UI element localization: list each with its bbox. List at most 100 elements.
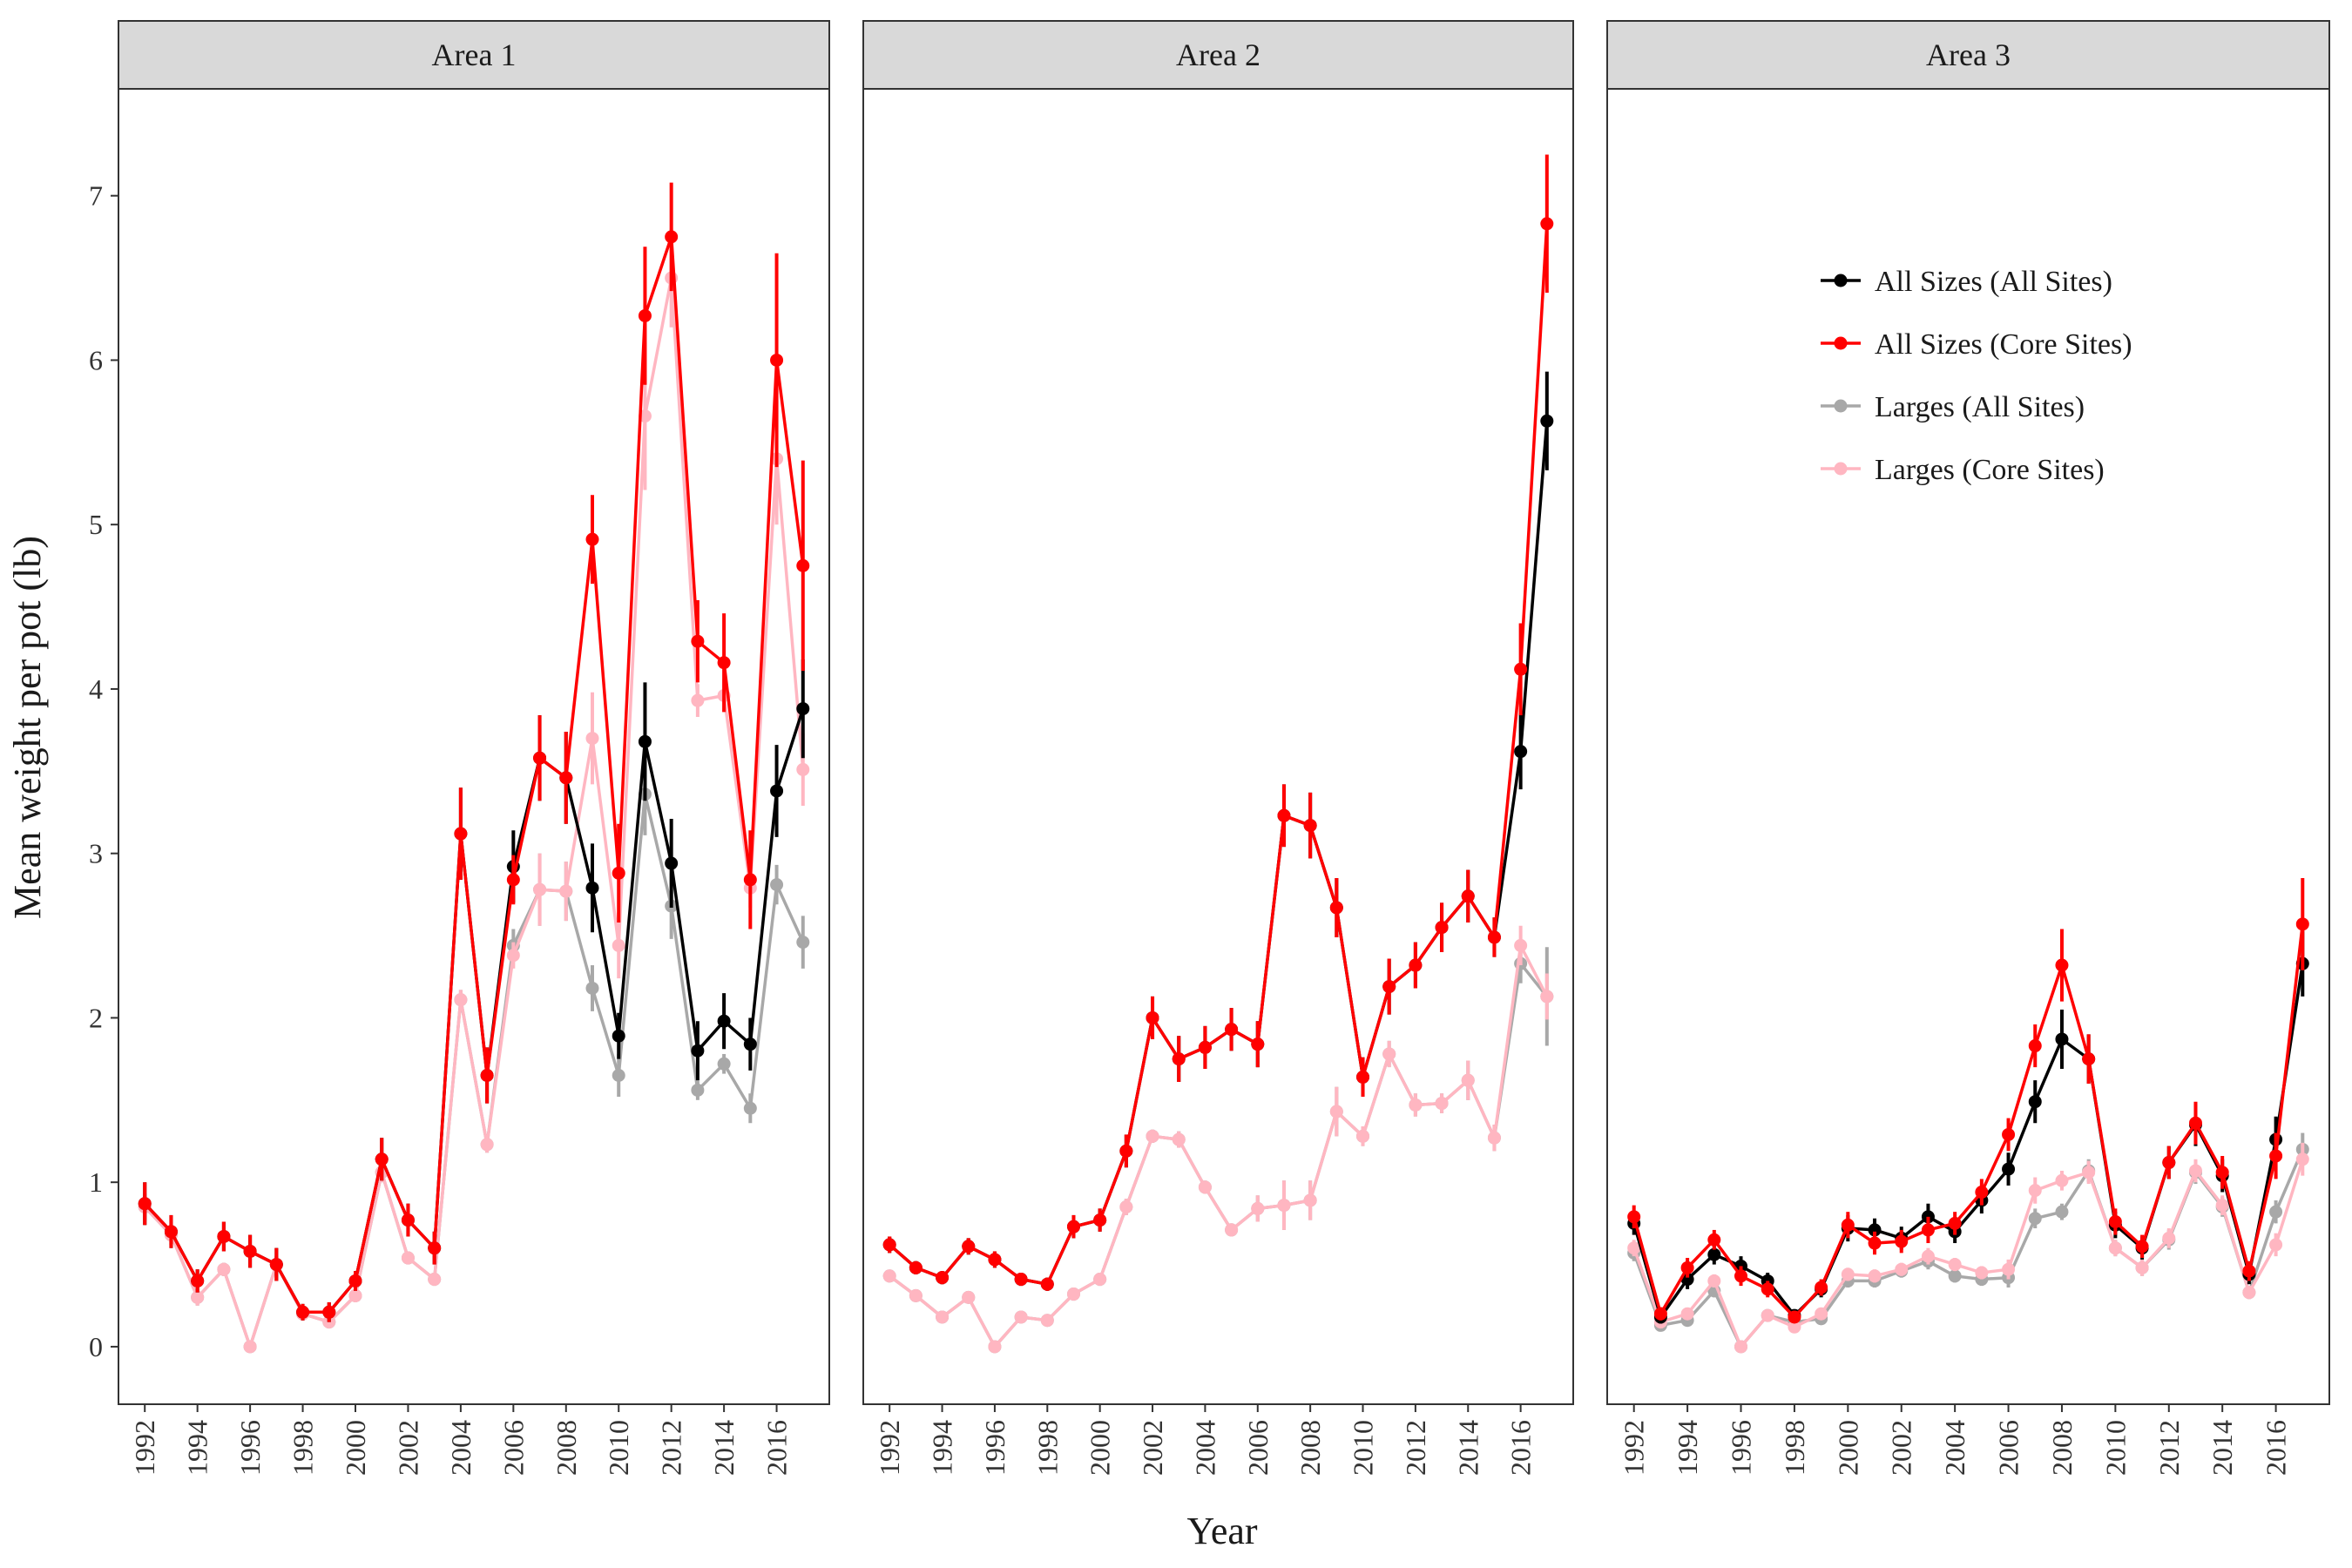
x-tick-label: 2002 [1137,1420,1168,1476]
data-point [1788,1320,1801,1334]
data-point [2188,1116,2202,1130]
data-point [691,1083,705,1097]
plot-area [863,89,1573,1404]
x-tick-label: 1994 [182,1420,213,1476]
data-point [585,732,599,746]
series-all-sizes-core-sites [138,182,810,1322]
x-tick-label: 2012 [2153,1420,2185,1476]
data-point [533,882,547,896]
data-point [1540,990,1554,1004]
plot-area [118,89,829,1404]
data-point [1303,819,1317,833]
data-point [2242,1264,2256,1278]
panel-1: Area 1 0 1 2 3 4 5 6 7 1992 1994 1996 1998 2000 2002 20… [89,20,830,1476]
data-point [2162,1156,2176,1170]
data-point [2295,917,2309,931]
data-point [638,734,652,748]
y-tick-label: 2 [89,1002,103,1033]
series-all-sizes-core-sites [882,154,1554,1291]
data-point [2215,1166,2229,1179]
panel-border [1606,88,2330,1405]
data-point [2028,1039,2042,1053]
panel-strip [118,20,830,90]
data-point [1815,1281,1828,1294]
data-point [2135,1260,2149,1274]
x-tick-label: 2006 [1242,1420,1274,1476]
data-point [2269,1238,2283,1252]
x-tick-label: 2010 [1348,1420,1379,1476]
data-point [1435,1097,1449,1111]
data-point [1251,1201,1265,1215]
data-point [454,827,468,841]
data-point [1948,1258,1962,1272]
data-point [796,702,810,716]
data-point [2002,1162,2016,1176]
data-point [1540,217,1554,231]
y-tick-label: 5 [89,509,103,540]
x-tick-label: 2002 [392,1420,423,1476]
data-point [1040,1277,1054,1291]
data-point [348,1274,362,1288]
data-point [533,751,547,765]
data-point [1921,1249,1935,1263]
data-point [454,993,468,1007]
x-tick-label: 2014 [1452,1420,1484,1476]
data-point [717,1057,731,1071]
data-point [1409,958,1423,972]
data-point [1014,1273,1028,1287]
data-point [2082,1166,2096,1179]
data-point [1014,1310,1028,1324]
data-point [585,881,599,895]
data-point [1093,1273,1107,1287]
data-point [217,1229,231,1243]
data-point [1948,1269,1962,1283]
data-point [1066,1288,1080,1301]
data-point [2055,1205,2069,1219]
data-point [2002,1127,2016,1141]
data-point [909,1260,923,1274]
data-point [1277,808,1291,822]
legend: All Sizes (All Sites) All Sizes (Core Sit… [1821,266,2132,486]
data-point [1707,1233,1721,1247]
panel-2: Area 2 1992 1994 1996 1998 2000 2002 2004 2006 20… [862,20,1574,1476]
data-point [2055,1032,2069,1046]
data-point [2135,1240,2149,1254]
data-point [612,1029,625,1043]
data-point [401,1251,415,1265]
data-point [1382,1047,1396,1061]
data-point [1514,662,1528,676]
data-point [796,762,810,776]
data-point [1975,1266,1989,1280]
data-point [1921,1223,1935,1237]
data-point [375,1152,389,1166]
data-point [1066,1220,1080,1233]
data-point [962,1240,976,1254]
data-point [1653,1307,1667,1321]
x-tick-label: 2008 [2046,1420,2078,1476]
series-larges-core-sites [882,925,1554,1354]
x-tick-label: 2010 [2099,1420,2131,1476]
data-point [1409,1098,1423,1112]
data-point [1948,1216,1962,1230]
panel-title: Area 1 [432,37,517,72]
data-point [2028,1212,2042,1226]
data-point [691,693,705,707]
data-point [988,1340,1002,1354]
data-point [2028,1095,2042,1109]
y-tick-label: 6 [89,344,103,375]
data-point [717,1014,731,1028]
data-point [1435,921,1449,935]
data-point [717,656,731,670]
data-point [585,981,599,995]
x-tick-label: 1998 [1779,1420,1810,1476]
data-point [191,1290,205,1304]
data-point [1868,1269,1882,1283]
data-point [428,1273,442,1287]
x-tick-label: 1998 [287,1420,319,1476]
data-point [1277,1199,1291,1213]
data-point [1303,1193,1317,1207]
series-larges-core-sites [1627,1142,2309,1354]
data-point [1895,1234,1909,1248]
legend-item: All Sizes (Core Sites) [1821,328,2132,361]
